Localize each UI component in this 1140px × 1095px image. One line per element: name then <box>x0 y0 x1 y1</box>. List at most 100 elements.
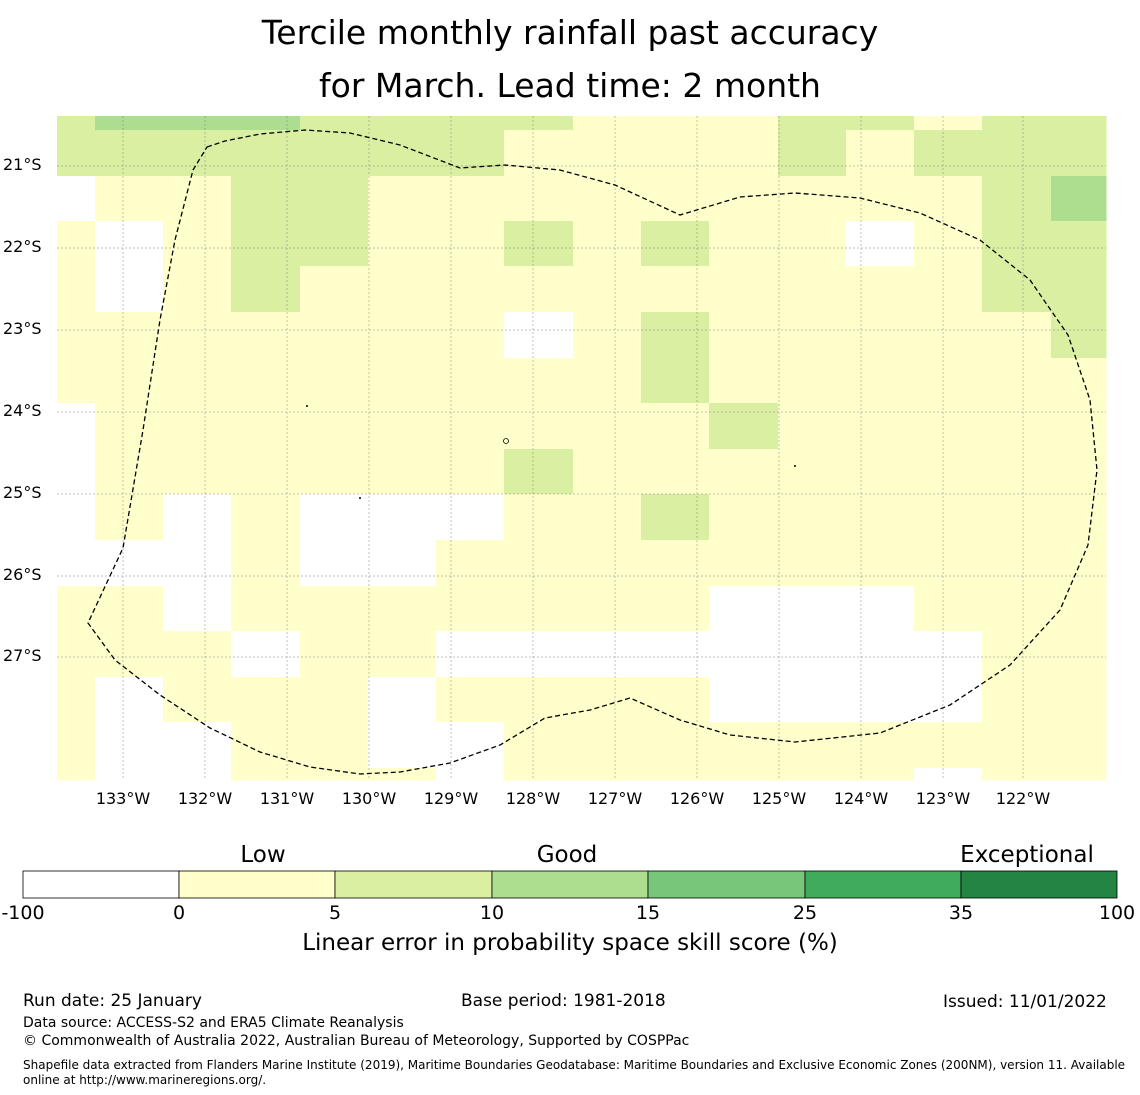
grid-cell <box>573 586 642 632</box>
grid-cell <box>846 540 915 587</box>
grid-cell <box>57 768 96 781</box>
grid-cell <box>163 722 232 769</box>
grid-cell <box>914 631 983 678</box>
grid-cell <box>504 768 574 781</box>
colorbar-category-label: Good <box>536 842 598 868</box>
colorbar-category-label: Low <box>240 842 286 868</box>
grid-cell <box>57 631 96 678</box>
grid-cell <box>778 358 847 404</box>
latitude-label: 26°S <box>3 565 42 584</box>
grid-cell <box>57 403 96 450</box>
grid-cell <box>709 768 779 781</box>
grid-cell <box>914 130 983 177</box>
grid-cell <box>300 586 369 632</box>
grid-cell <box>300 116 369 131</box>
grid-cell <box>1051 494 1107 541</box>
grid-cell <box>573 312 642 359</box>
grid-cell <box>504 312 574 359</box>
skill-grid <box>57 116 1107 781</box>
grid-cell <box>436 221 505 267</box>
grid-cell <box>846 631 915 678</box>
grid-cell <box>1051 130 1107 177</box>
latitude-label: 22°S <box>3 237 42 256</box>
grid-cell <box>914 403 983 450</box>
grid-cell <box>231 176 301 222</box>
grid-cell <box>368 116 437 131</box>
grid-cell <box>778 116 847 131</box>
grid-cell <box>914 494 983 541</box>
grid-cell <box>573 631 642 678</box>
grid-cell <box>368 176 437 222</box>
grid-cell <box>368 221 437 267</box>
grid-cell <box>300 449 369 495</box>
grid-cell <box>231 677 301 723</box>
grid-cell <box>1051 677 1107 723</box>
grid-cell <box>641 449 710 495</box>
grid-cell <box>504 494 574 541</box>
grid-cell <box>846 116 915 131</box>
grid-cell <box>300 176 369 222</box>
grid-cell <box>57 116 96 131</box>
grid-cell <box>846 358 915 404</box>
grid-cell <box>846 722 915 769</box>
copyright: © Commonwealth of Australia 2022, Austra… <box>23 1033 690 1049</box>
grid-cell <box>95 586 164 632</box>
grid-cell <box>436 130 505 177</box>
grid-cell <box>368 130 437 177</box>
grid-cell <box>163 116 232 131</box>
colorbar-segment <box>178 870 336 899</box>
longitude-label: 130°W <box>341 789 397 808</box>
grid-cell <box>709 221 779 267</box>
grid-cell <box>778 722 847 769</box>
grid-cell <box>163 403 232 450</box>
grid-cell <box>914 677 983 723</box>
grid-cell <box>95 266 164 313</box>
grid-cell <box>504 631 574 678</box>
grid-cell <box>573 176 642 222</box>
grid-cell <box>57 358 96 404</box>
grid-cell <box>504 358 574 404</box>
grid-cell <box>982 768 1052 781</box>
grid-cell <box>846 130 915 177</box>
colorbar-tick-label: 35 <box>948 902 974 924</box>
grid-cell <box>914 176 983 222</box>
grid-cell <box>436 266 505 313</box>
grid-cell <box>641 722 710 769</box>
grid-cell <box>504 449 574 495</box>
grid-cell <box>641 266 710 313</box>
grid-cell <box>163 266 232 313</box>
grid-cell <box>1051 631 1107 678</box>
grid-cell <box>300 722 369 769</box>
latitude-label: 23°S <box>3 319 42 338</box>
grid-cell <box>573 221 642 267</box>
colorbar-tick-label: 100 <box>1098 902 1136 924</box>
grid-cell <box>641 312 710 359</box>
grid-cell <box>368 586 437 632</box>
grid-cell <box>231 768 301 781</box>
grid-cell <box>368 540 437 587</box>
colorbar-segment <box>334 870 493 899</box>
grid-cell <box>641 631 710 678</box>
grid-cell <box>436 631 505 678</box>
grid-cell <box>231 403 301 450</box>
grid-cell <box>163 221 232 267</box>
grid-cell <box>778 449 847 495</box>
grid-cell <box>709 494 779 541</box>
grid-cell <box>504 130 574 177</box>
grid-cell <box>57 677 96 723</box>
grid-cell <box>95 722 164 769</box>
grid-cell <box>504 540 574 587</box>
grid-cell <box>1051 116 1107 131</box>
grid-cell <box>436 586 505 632</box>
grid-cell <box>778 266 847 313</box>
longitude-label: 132°W <box>177 789 233 808</box>
grid-cell <box>1051 221 1107 267</box>
grid-cell <box>778 130 847 177</box>
grid-cell <box>231 449 301 495</box>
grid-cell <box>982 449 1052 495</box>
grid-cell <box>846 221 915 267</box>
grid-cell <box>504 403 574 450</box>
grid-cell <box>95 494 164 541</box>
grid-cell <box>300 403 369 450</box>
